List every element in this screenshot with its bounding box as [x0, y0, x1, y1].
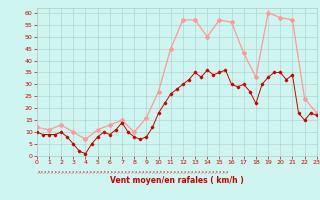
- X-axis label: Vent moyen/en rafales ( km/h ): Vent moyen/en rafales ( km/h ): [110, 176, 244, 185]
- Text: ↗↗↗↗↗↗↗↗↗↗↗↗↗↗↗↗↗↗↗↗↗↗↗↗↗↗↗↗↗↗↗↗↗↗↗↗↗↗↗↗↗↗↗↗↗↗↗↗↗↗↗↗↗↗↗: ↗↗↗↗↗↗↗↗↗↗↗↗↗↗↗↗↗↗↗↗↗↗↗↗↗↗↗↗↗↗↗↗↗↗↗↗↗↗↗↗…: [37, 171, 229, 175]
